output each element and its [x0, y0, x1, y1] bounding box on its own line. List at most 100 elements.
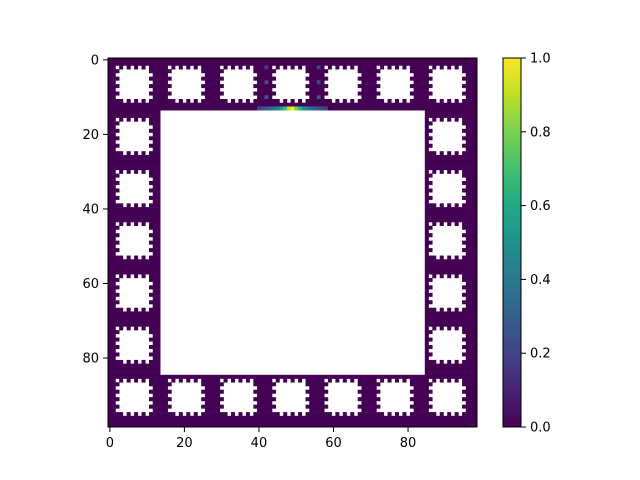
heatmap-cell-run [465, 125, 478, 130]
heatmap-cell-run [462, 277, 478, 282]
heatmap-cell-run [447, 255, 452, 260]
heatmap-cell-run [108, 371, 161, 376]
heatmap-cell-run [432, 326, 437, 331]
heatmap-cell-run [465, 147, 478, 152]
heatmap-cell-run [447, 326, 452, 331]
heatmap-cell-run [424, 371, 478, 376]
heatmap-cell-run [149, 382, 172, 387]
heatmap-cell-run [268, 95, 273, 100]
heatmap-cell-run [108, 397, 120, 402]
heatmap-cell-run [149, 255, 161, 260]
heatmap-cell-run [108, 207, 161, 212]
heatmap-cell-run [462, 404, 478, 409]
heatmap-cell-run [298, 99, 303, 104]
heatmap-cell-run [108, 356, 116, 361]
heatmap-cell-run [119, 222, 124, 227]
heatmap-cell-run [462, 128, 478, 133]
heatmap-cell-run [439, 255, 444, 260]
heatmap-cell-highlight [320, 106, 325, 111]
heatmap-cell-run [465, 132, 478, 137]
heatmap-cell-run [424, 210, 478, 215]
heatmap-cell-run [424, 311, 478, 316]
heatmap-cell-highlight [316, 95, 321, 100]
heatmap-cell-run [108, 99, 124, 104]
heatmap-cell-run [253, 382, 277, 387]
heatmap-cell-run [152, 251, 161, 256]
heatmap-cell-run [454, 117, 459, 122]
heatmap-cell-run [424, 255, 437, 260]
heatmap-cell-run [465, 393, 478, 398]
x-tick-label: 20 [176, 436, 193, 451]
heatmap-cell-run [257, 393, 273, 398]
heatmap-cell-run [462, 91, 478, 96]
heatmap-cell-run [361, 80, 377, 85]
heatmap-cell-run [462, 169, 478, 174]
heatmap-cell-run [424, 322, 478, 327]
heatmap-cell-run [409, 65, 429, 70]
heatmap-cell-run [424, 199, 429, 204]
heatmap-cell-run [395, 99, 400, 104]
heatmap-cell-run [335, 65, 340, 70]
heatmap-cell-run [424, 285, 433, 290]
heatmap-cell-run [149, 292, 161, 297]
heatmap-cell-run [357, 412, 385, 417]
heatmap-cell-run [231, 65, 236, 70]
heatmap-cell-run [201, 84, 224, 89]
heatmap-cell-run [439, 359, 444, 364]
heatmap-cell-run [327, 65, 332, 70]
heatmap-cell-run [108, 132, 116, 137]
heatmap-cell-run [141, 326, 146, 331]
heatmap-cell-run [454, 359, 459, 364]
heatmap-cell-run [253, 69, 277, 74]
heatmap-cell-run [152, 199, 161, 204]
heatmap-cell-run [126, 203, 131, 208]
heatmap-cell-run [454, 99, 459, 104]
heatmap-cell-run [149, 69, 172, 74]
heatmap-cell-run [108, 415, 478, 420]
heatmap-cell-run [231, 378, 236, 383]
heatmap-cell-run [309, 386, 325, 391]
heatmap-cell-run [152, 244, 161, 249]
heatmap-cell-run [149, 84, 172, 89]
heatmap-cell-run [193, 99, 198, 104]
heatmap-cell-run [178, 378, 183, 383]
colorbar-tick-label: 0.8 [530, 125, 551, 140]
heatmap-cell-run [108, 147, 116, 152]
heatmap-cell-run [152, 386, 168, 391]
heatmap-cell-run [462, 233, 478, 238]
heatmap-cell-run [424, 229, 429, 234]
heatmap-cell-run [275, 65, 280, 70]
heatmap-cell-run [108, 233, 120, 238]
heatmap-cell-run [108, 393, 116, 398]
heatmap-cell-run [108, 225, 120, 230]
heatmap-cell-run [305, 378, 325, 383]
heatmap-cell-run [465, 333, 478, 338]
heatmap-cell-run [108, 322, 161, 327]
heatmap-cell-run [149, 143, 161, 148]
heatmap-cell-run [126, 412, 131, 417]
heatmap-cell-highlight [324, 106, 329, 111]
heatmap-cell-run [149, 345, 161, 350]
heatmap-cell-run [357, 99, 385, 104]
heatmap-cell-run [447, 65, 452, 70]
heatmap-cell-run [357, 404, 381, 409]
heatmap-cell-run [126, 326, 131, 331]
heatmap-cell-run [134, 326, 139, 331]
heatmap-cell-run [126, 65, 131, 70]
heatmap-cell-run [141, 99, 146, 104]
heatmap-cell-run [253, 412, 280, 417]
heatmap-cell-run [126, 274, 131, 279]
heatmap-cell-run [149, 277, 161, 282]
heatmap-cell-run [149, 76, 172, 81]
heatmap-cells [108, 58, 478, 428]
heatmap-cell-run [108, 255, 124, 260]
heatmap-cell-run [108, 352, 120, 357]
heatmap-cell-run [387, 378, 392, 383]
heatmap-cell-run [119, 378, 124, 383]
heatmap-cell-run [409, 397, 433, 402]
heatmap-cell-run [149, 173, 161, 178]
heatmap-cell-run [141, 203, 146, 208]
heatmap-cell-run [465, 229, 478, 234]
heatmap-cell-run [186, 412, 191, 417]
heatmap-cell-run [108, 348, 116, 353]
